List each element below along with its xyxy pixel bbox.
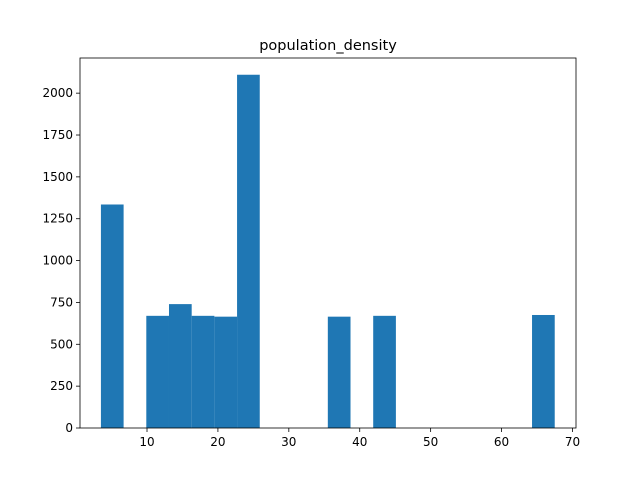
histogram-bar-19 [532,314,555,428]
x-axis-ticks: 10 20 30 40 50 60 70 [139,428,580,449]
x-tick-label: 40 [352,435,367,449]
histogram-bar-5 [214,316,238,428]
histogram-bar-10 [327,316,351,428]
x-tick-label: 30 [281,435,296,449]
x-tick-label: 60 [494,435,509,449]
bars-group [100,74,555,429]
plot-frame [79,57,577,429]
histogram-bar-0 [100,204,124,428]
y-tick-label: 1500 [42,170,73,184]
y-tick-label: 1000 [42,254,73,268]
histogram-bar-4 [191,315,215,428]
chart-title: population_density [259,38,397,54]
y-tick-label: 1750 [42,128,73,142]
x-tick-label: 50 [423,435,438,449]
y-tick-label: 250 [50,379,73,393]
x-tick-label: 70 [565,435,580,449]
y-tick-label: 0 [65,421,73,435]
histogram-bar-2 [146,315,169,428]
histogram-bar-6 [237,74,260,429]
x-tick-label: 20 [210,435,225,449]
y-tick-label: 2000 [42,86,73,100]
histogram-bar-3 [168,304,192,428]
x-tick-label: 10 [139,435,154,449]
y-tick-label: 500 [50,337,73,351]
y-tick-label: 750 [50,295,73,309]
y-axis-ticks: 0 250 500 750 1000 1250 1500 1750 2000 [42,86,80,435]
y-tick-label: 1250 [42,212,73,226]
histogram-bar-12 [373,315,396,428]
